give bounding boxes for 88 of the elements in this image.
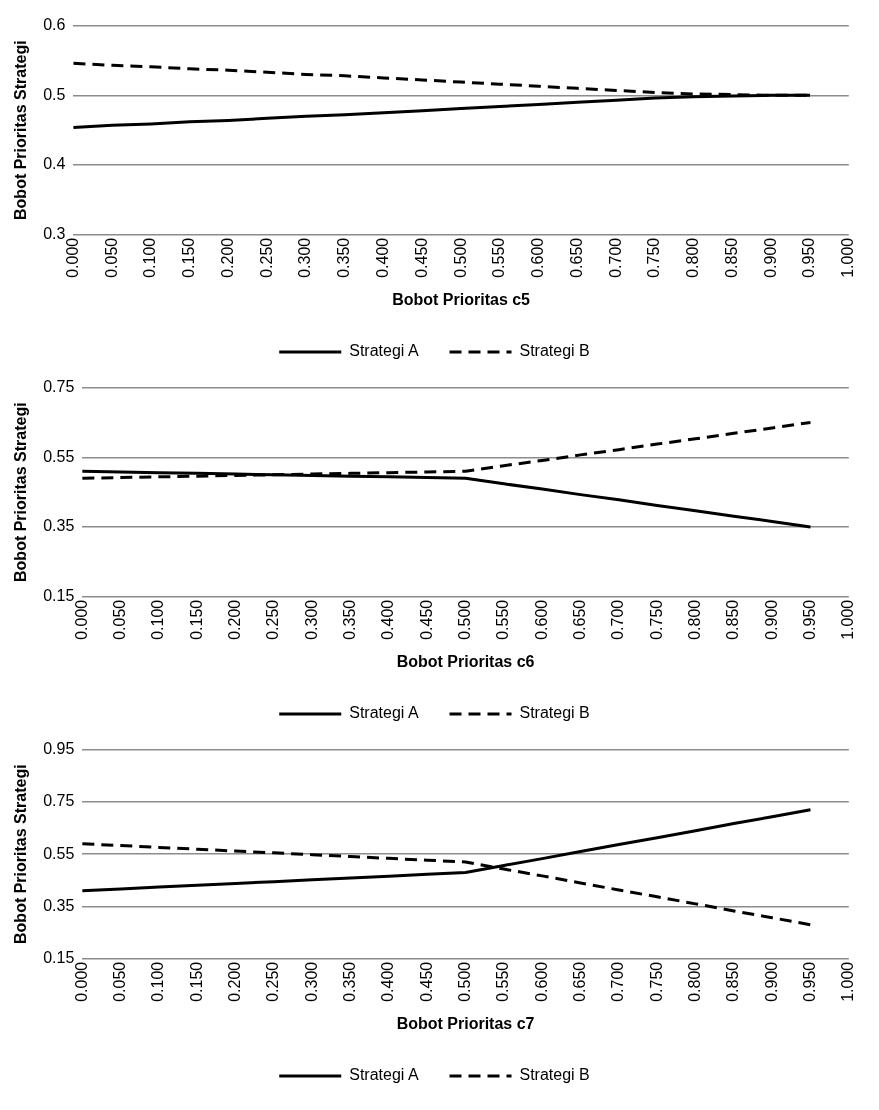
x-tick-label: 0.450	[417, 599, 435, 640]
x-tick-label: 0.650	[567, 237, 585, 278]
legend-label: Strategi A	[349, 704, 419, 722]
x-tick-label: 0.700	[609, 599, 627, 640]
x-tick-label: 0.550	[494, 599, 512, 640]
x-tick-label: 1.000	[839, 961, 857, 1002]
x-tick-label: 0.500	[455, 599, 473, 640]
x-tick-label: 0.600	[532, 599, 550, 640]
y-axis-title: Bobot Prioritas Strategi	[12, 764, 30, 944]
x-tick-label: 0.100	[141, 237, 159, 278]
y-tick-label: 0.75	[43, 378, 75, 396]
x-tick-label: 0.900	[762, 961, 780, 1002]
x-tick-label: 0.150	[180, 237, 198, 278]
x-tick-label: 0.500	[455, 961, 473, 1002]
x-tick-label: 0.050	[111, 599, 129, 640]
x-tick-label: 0.600	[532, 961, 550, 1002]
x-axis-title: Bobot Prioritas c6	[396, 652, 535, 670]
x-tick-label: 0.250	[264, 599, 282, 640]
y-axis-title: Bobot Prioritas Strategi	[12, 402, 30, 582]
x-tick-label: 0.800	[685, 599, 703, 640]
y-tick-label: 0.15	[43, 587, 75, 605]
x-tick-label: 0.450	[417, 961, 435, 1002]
x-tick-label: 0.050	[102, 237, 120, 278]
x-tick-label: 0.900	[762, 599, 780, 640]
x-tick-label: 0.100	[149, 961, 167, 1002]
x-tick-label: 0.300	[302, 961, 320, 1002]
x-tick-label: 0.550	[490, 237, 508, 278]
x-tick-label: 0.850	[722, 237, 740, 278]
x-tick-label: 0.950	[800, 599, 818, 640]
y-tick-label: 0.55	[43, 447, 75, 465]
y-tick-label: 0.5	[43, 85, 66, 103]
x-tick-label: 0.200	[218, 237, 236, 278]
x-axis-title: Bobot Prioritas c5	[392, 290, 531, 308]
x-tick-label: 0.750	[647, 961, 665, 1002]
y-tick-label: 0.95	[43, 740, 75, 758]
legend-label: Strategi A	[349, 342, 419, 360]
x-tick-label: 0.150	[187, 961, 205, 1002]
x-tick-label: 0.850	[724, 599, 742, 640]
x-tick-label: 0.350	[341, 599, 359, 640]
x-tick-label: 0.850	[724, 961, 742, 1002]
x-tick-label: 0.550	[494, 961, 512, 1002]
x-tick-label: 0.950	[800, 237, 818, 278]
x-tick-label: 1.000	[839, 237, 857, 278]
y-tick-label: 0.35	[43, 517, 75, 535]
y-tick-label: 0.75	[43, 792, 75, 810]
x-tick-label: 0.400	[379, 961, 397, 1002]
x-tick-label: 0.600	[529, 237, 547, 278]
y-tick-label: 0.6	[43, 16, 66, 34]
x-axis-title: Bobot Prioritas c7	[396, 1014, 535, 1032]
x-tick-label: 0.350	[341, 961, 359, 1002]
x-tick-label: 0.700	[609, 961, 627, 1002]
y-tick-label: 0.3	[43, 225, 66, 243]
x-tick-label: 0.800	[684, 237, 702, 278]
legend-label: Strategi A	[349, 1066, 419, 1084]
x-tick-label: 0.200	[226, 961, 244, 1002]
x-tick-label: 0.100	[149, 599, 167, 640]
legend-label: Strategi B	[519, 342, 590, 360]
x-tick-label: 0.350	[335, 237, 353, 278]
x-tick-label: 0.400	[373, 237, 391, 278]
legend-label: Strategi B	[519, 704, 590, 722]
x-tick-label: 0.200	[226, 599, 244, 640]
x-tick-label: 0.250	[264, 961, 282, 1002]
y-tick-label: 0.55	[43, 844, 75, 862]
x-tick-label: 0.300	[302, 599, 320, 640]
x-tick-label: 0.900	[761, 237, 779, 278]
y-tick-label: 0.35	[43, 896, 75, 914]
y-tick-label: 0.15	[43, 949, 75, 967]
x-tick-label: 0.150	[187, 599, 205, 640]
x-tick-label: 0.050	[111, 961, 129, 1002]
x-tick-label: 0.750	[647, 599, 665, 640]
x-tick-label: 0.700	[606, 237, 624, 278]
x-tick-label: 0.400	[379, 599, 397, 640]
x-tick-label: 0.450	[412, 237, 430, 278]
x-tick-label: 0.650	[570, 599, 588, 640]
x-tick-label: 0.000	[72, 961, 90, 1002]
x-tick-label: 0.950	[800, 961, 818, 1002]
x-tick-label: 0.500	[451, 237, 469, 278]
legend-label: Strategi B	[519, 1066, 590, 1084]
x-tick-label: 0.000	[63, 237, 81, 278]
x-tick-label: 0.000	[72, 599, 90, 640]
x-tick-label: 0.650	[570, 961, 588, 1002]
x-tick-label: 0.300	[296, 237, 314, 278]
y-tick-label: 0.4	[43, 155, 66, 173]
x-tick-label: 0.800	[685, 961, 703, 1002]
y-axis-title: Bobot Prioritas Strategi	[12, 40, 30, 220]
x-tick-label: 0.250	[257, 237, 275, 278]
x-tick-label: 1.000	[839, 599, 857, 640]
x-tick-label: 0.750	[645, 237, 663, 278]
